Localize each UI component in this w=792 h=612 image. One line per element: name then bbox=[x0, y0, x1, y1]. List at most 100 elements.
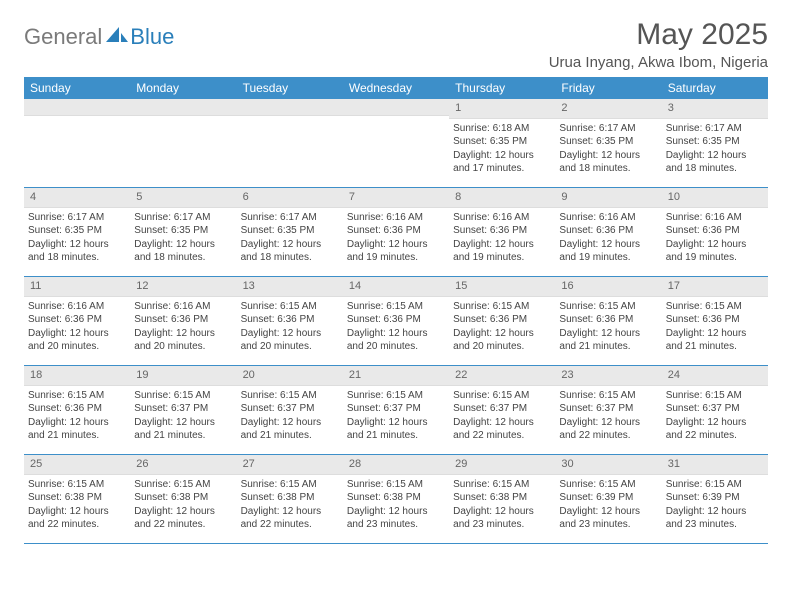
daylight-text: Daylight: 12 hours and 19 minutes. bbox=[453, 238, 551, 265]
daylight-text: Daylight: 12 hours and 18 minutes. bbox=[134, 238, 232, 265]
day-number: 6 bbox=[237, 188, 343, 208]
sunset-text: Sunset: 6:36 PM bbox=[241, 313, 339, 327]
daylight-text: Daylight: 12 hours and 19 minutes. bbox=[666, 238, 764, 265]
calendar-cell: 9Sunrise: 6:16 AMSunset: 6:36 PMDaylight… bbox=[555, 188, 661, 276]
day-body: Sunrise: 6:16 AMSunset: 6:36 PMDaylight:… bbox=[555, 208, 661, 268]
daylight-text: Daylight: 12 hours and 22 minutes. bbox=[559, 416, 657, 443]
sunset-text: Sunset: 6:35 PM bbox=[453, 135, 551, 149]
daylight-text: Daylight: 12 hours and 19 minutes. bbox=[347, 238, 445, 265]
sunrise-text: Sunrise: 6:15 AM bbox=[559, 478, 657, 492]
day-number: 4 bbox=[24, 188, 130, 208]
day-number: 7 bbox=[343, 188, 449, 208]
day-number: 19 bbox=[130, 366, 236, 386]
day-number: 26 bbox=[130, 455, 236, 475]
daylight-text: Daylight: 12 hours and 22 minutes. bbox=[134, 505, 232, 532]
sunset-text: Sunset: 6:35 PM bbox=[28, 224, 126, 238]
daylight-text: Daylight: 12 hours and 18 minutes. bbox=[559, 149, 657, 176]
sunrise-text: Sunrise: 6:15 AM bbox=[559, 300, 657, 314]
day-body: Sunrise: 6:15 AMSunset: 6:36 PMDaylight:… bbox=[237, 297, 343, 357]
sunset-text: Sunset: 6:38 PM bbox=[347, 491, 445, 505]
day-number: 3 bbox=[662, 99, 768, 119]
day-number: 12 bbox=[130, 277, 236, 297]
day-number: 1 bbox=[449, 99, 555, 119]
daylight-text: Daylight: 12 hours and 22 minutes. bbox=[453, 416, 551, 443]
sunset-text: Sunset: 6:35 PM bbox=[241, 224, 339, 238]
sunrise-text: Sunrise: 6:15 AM bbox=[28, 478, 126, 492]
sunrise-text: Sunrise: 6:17 AM bbox=[559, 122, 657, 136]
day-body: Sunrise: 6:16 AMSunset: 6:36 PMDaylight:… bbox=[449, 208, 555, 268]
daylight-text: Daylight: 12 hours and 20 minutes. bbox=[28, 327, 126, 354]
daylight-text: Daylight: 12 hours and 20 minutes. bbox=[453, 327, 551, 354]
sunrise-text: Sunrise: 6:15 AM bbox=[134, 478, 232, 492]
calendar-cell: 5Sunrise: 6:17 AMSunset: 6:35 PMDaylight… bbox=[130, 188, 236, 276]
sunset-text: Sunset: 6:35 PM bbox=[666, 135, 764, 149]
sunset-text: Sunset: 6:35 PM bbox=[559, 135, 657, 149]
sail-icon bbox=[106, 27, 128, 43]
day-number: 25 bbox=[24, 455, 130, 475]
day-number: 11 bbox=[24, 277, 130, 297]
weekday-label: Tuesday bbox=[237, 77, 343, 99]
calendar-cell: 11 Sunrise: 6:16 AMSunset: 6:36 PMDayligh… bbox=[24, 277, 130, 365]
sunset-text: Sunset: 6:36 PM bbox=[453, 224, 551, 238]
day-number: 13 bbox=[237, 277, 343, 297]
daylight-text: Daylight: 12 hours and 22 minutes. bbox=[28, 505, 126, 532]
sunrise-text: Sunrise: 6:16 AM bbox=[347, 211, 445, 225]
daylight-text: Daylight: 12 hours and 21 minutes. bbox=[241, 416, 339, 443]
brand-part2: Blue bbox=[130, 24, 174, 50]
calendar-body: 1Sunrise: 6:18 AMSunset: 6:35 PMDaylight… bbox=[24, 99, 768, 544]
day-body: Sunrise: 6:15 AMSunset: 6:37 PMDaylight:… bbox=[449, 386, 555, 446]
day-number: 18 bbox=[24, 366, 130, 386]
sunrise-text: Sunrise: 6:16 AM bbox=[28, 300, 126, 314]
day-number: 20 bbox=[237, 366, 343, 386]
day-body: Sunrise: 6:15 AMSunset: 6:36 PMDaylight:… bbox=[449, 297, 555, 357]
sunrise-text: Sunrise: 6:15 AM bbox=[347, 300, 445, 314]
sunset-text: Sunset: 6:36 PM bbox=[559, 313, 657, 327]
day-body: Sunrise: 6:17 AMSunset: 6:35 PMDaylight:… bbox=[237, 208, 343, 268]
sunrise-text: Sunrise: 6:15 AM bbox=[241, 389, 339, 403]
daylight-text: Daylight: 12 hours and 22 minutes. bbox=[666, 416, 764, 443]
sunset-text: Sunset: 6:37 PM bbox=[666, 402, 764, 416]
daylight-text: Daylight: 12 hours and 23 minutes. bbox=[347, 505, 445, 532]
day-body: Sunrise: 6:15 AMSunset: 6:36 PMDaylight:… bbox=[555, 297, 661, 357]
calendar-row: 11Sunrise: 6:16 AMSunset: 6:36 PMDayligh… bbox=[24, 277, 768, 366]
calendar-cell: 26 Sunrise: 6:15 AMSunset: 6:38 PMDayligh… bbox=[130, 455, 236, 543]
location-subtitle: Urua Inyang, Akwa Ibom, Nigeria bbox=[549, 54, 768, 71]
day-number: 9 bbox=[555, 188, 661, 208]
day-number: 15 bbox=[449, 277, 555, 297]
daylight-text: Daylight: 12 hours and 21 minutes. bbox=[134, 416, 232, 443]
daylight-text: Daylight: 12 hours and 18 minutes. bbox=[666, 149, 764, 176]
calendar-cell bbox=[130, 99, 236, 187]
sunset-text: Sunset: 6:39 PM bbox=[666, 491, 764, 505]
sunset-text: Sunset: 6:35 PM bbox=[134, 224, 232, 238]
weekday-label: Wednesday bbox=[343, 77, 449, 99]
sunrise-text: Sunrise: 6:16 AM bbox=[666, 211, 764, 225]
sunset-text: Sunset: 6:36 PM bbox=[28, 313, 126, 327]
day-number: 24 bbox=[662, 366, 768, 386]
sunset-text: Sunset: 6:38 PM bbox=[134, 491, 232, 505]
calendar-cell: 15Sunrise: 6:15 AMSunset: 6:36 PMDayligh… bbox=[449, 277, 555, 365]
calendar-cell: 18Sunrise: 6:15 AMSunset: 6:36 PMDayligh… bbox=[24, 366, 130, 454]
daylight-text: Daylight: 12 hours and 21 minutes. bbox=[559, 327, 657, 354]
sunset-text: Sunset: 6:38 PM bbox=[241, 491, 339, 505]
weekday-label: Sunday bbox=[24, 77, 130, 99]
calendar-cell: 31Sunrise: 6:15 AMSunset: 6:39 PMDayligh… bbox=[662, 455, 768, 543]
day-body: Sunrise: 6:15 AMSunset: 6:36 PMDaylight:… bbox=[24, 386, 130, 446]
calendar-cell bbox=[24, 99, 130, 187]
day-body: Sunrise: 6:17 AMSunset: 6:35 PMDaylight:… bbox=[24, 208, 130, 268]
day-number bbox=[130, 99, 236, 116]
page-header: General Blue May 2025 Urua Inyang, Akwa … bbox=[24, 18, 768, 71]
day-body: Sunrise: 6:16 AMSunset: 6:36 PMDaylight:… bbox=[130, 297, 236, 357]
calendar-cell: 7Sunrise: 6:16 AMSunset: 6:36 PMDaylight… bbox=[343, 188, 449, 276]
sunset-text: Sunset: 6:36 PM bbox=[453, 313, 551, 327]
calendar-row: 25Sunrise: 6:15 AMSunset: 6:38 PMDayligh… bbox=[24, 455, 768, 544]
calendar-cell: 10Sunrise: 6:16 AMSunset: 6:36 PMDayligh… bbox=[662, 188, 768, 276]
weekday-label: Friday bbox=[555, 77, 661, 99]
calendar-cell: 20Sunrise: 6:15 AMSunset: 6:37 PMDayligh… bbox=[237, 366, 343, 454]
day-number: 22 bbox=[449, 366, 555, 386]
day-body: Sunrise: 6:15 AMSunset: 6:38 PMDaylight:… bbox=[237, 475, 343, 535]
page-title: May 2025 bbox=[549, 18, 768, 52]
calendar-cell: 21Sunrise: 6:15 AMSunset: 6:37 PMDayligh… bbox=[343, 366, 449, 454]
calendar-cell: 28Sunrise: 6:15 AMSunset: 6:38 PMDayligh… bbox=[343, 455, 449, 543]
sunrise-text: Sunrise: 6:15 AM bbox=[347, 478, 445, 492]
day-body: Sunrise: 6:15 AMSunset: 6:37 PMDaylight:… bbox=[343, 386, 449, 446]
